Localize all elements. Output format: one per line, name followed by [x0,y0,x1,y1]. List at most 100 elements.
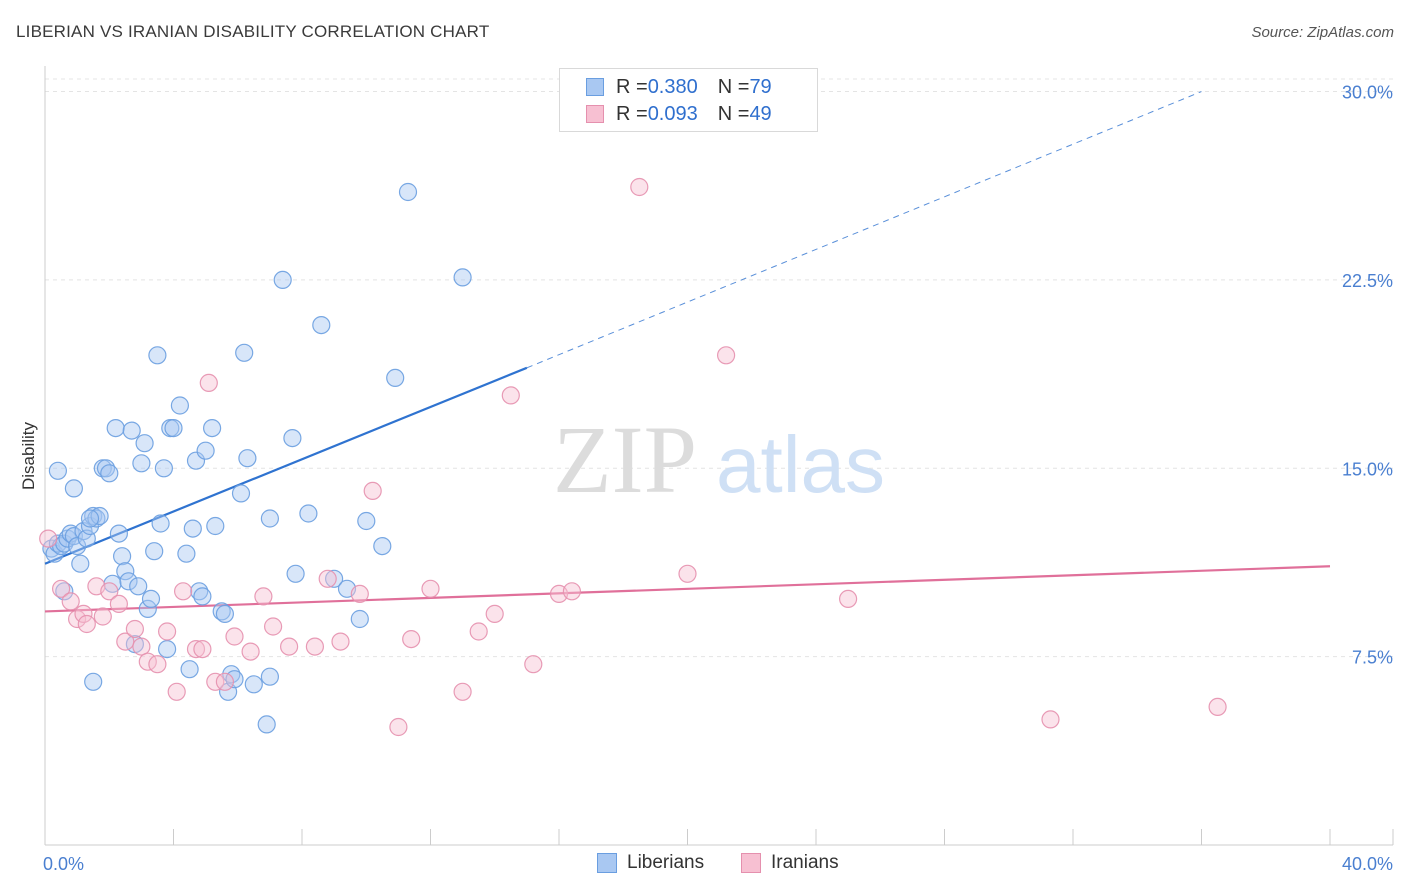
data-point [74,604,93,624]
data-point [93,607,112,626]
data-point [193,639,212,659]
legend-swatch-liberians [597,853,617,873]
legend-swatch-liberians [586,78,604,96]
data-point [132,454,151,473]
n-value: 79 [749,75,772,98]
data-point [453,682,472,701]
data-point [145,542,164,561]
data-point [186,639,206,659]
data-point [260,667,279,686]
data-point [167,682,186,701]
data-point [402,629,421,649]
data-point [193,587,212,606]
data-point [373,536,392,556]
trend-line-liberians [44,366,528,565]
data-point [299,504,318,523]
y-tick-label: 15.0% [1342,459,1393,479]
data-point [260,509,279,528]
data-point [225,627,244,646]
data-point [51,579,71,598]
legend-item-iranians[interactable]: Iranians [741,852,839,874]
y-axis-label: Disability [19,421,38,490]
trend-extension-liberians [526,91,1202,369]
data-point [630,177,649,197]
data-point [238,449,257,468]
legend-row-iranians: R = 0.093 N = 49 [586,101,772,127]
data-point [84,506,103,526]
data-point [135,434,154,453]
stats-legend: R = 0.380 N = 79 R = 0.093 N = 49 [559,68,818,132]
x-tick-label: 40.0% [1342,854,1393,874]
data-point [177,544,196,563]
legend-swatch-iranians [741,853,761,873]
data-point [48,534,68,553]
gridlines [45,78,1393,658]
data-point [106,419,125,438]
data-point [125,619,144,639]
data-point [180,660,199,679]
data-point [501,386,520,405]
x-tick-label: 0.0% [43,854,84,874]
data-point [1041,710,1060,729]
r-value: 0.093 [647,102,698,125]
data-point [148,655,167,674]
data-point [215,604,234,624]
data-point [215,672,234,691]
data-point [164,419,183,438]
data-point [151,514,170,533]
data-point [286,564,305,583]
data-point [264,617,283,636]
data-point [331,632,350,651]
data-point [100,464,119,483]
legend-row-liberians: R = 0.380 N = 79 [586,74,772,100]
chart-title: LIBERIAN VS IRANIAN DISABILITY CORRELATI… [16,22,490,41]
data-point [562,582,582,601]
data-point [257,715,276,734]
data-point [716,346,736,365]
data-point [421,579,440,598]
data-point [119,572,138,591]
data-point [273,270,292,289]
data-point [357,511,376,531]
data-point [174,582,193,601]
y-tick-label: 22.5% [1342,271,1393,291]
legend-item-liberians[interactable]: Liberians [597,852,704,874]
r-value: 0.380 [647,75,698,98]
data-point [122,421,141,440]
data-point [87,509,106,528]
data-point [231,484,251,503]
r-label: R = [616,102,648,125]
data-point [350,584,369,604]
data-point [838,589,858,609]
data-point [325,569,344,588]
data-point [363,481,382,500]
data-point [206,516,225,536]
data-point [64,479,84,498]
data-point [71,554,90,573]
data-point [235,343,254,362]
data-point [524,655,543,674]
data-point [112,547,132,566]
data-point [1208,697,1227,717]
data-point [186,451,206,470]
data-points [39,177,1227,737]
data-point [453,268,472,287]
series-liberians [42,182,472,734]
data-point [84,672,103,691]
data-point [109,524,129,543]
data-point [39,529,58,548]
n-label: N = [717,102,750,125]
legend-swatch-iranians [586,105,604,123]
data-point [183,519,202,538]
source-credit: Source: ZipAtlas.com [1251,24,1394,41]
data-point [48,461,68,480]
data-point [55,582,74,601]
tick-labels: 7.5% 15.0% 22.5% 30.0% 0.0% 40.0% [43,83,1393,874]
data-point [203,419,222,438]
data-point [80,509,100,528]
n-value: 49 [749,102,772,125]
n-label: N = [717,75,750,98]
data-point [100,582,119,601]
data-point [196,441,215,460]
